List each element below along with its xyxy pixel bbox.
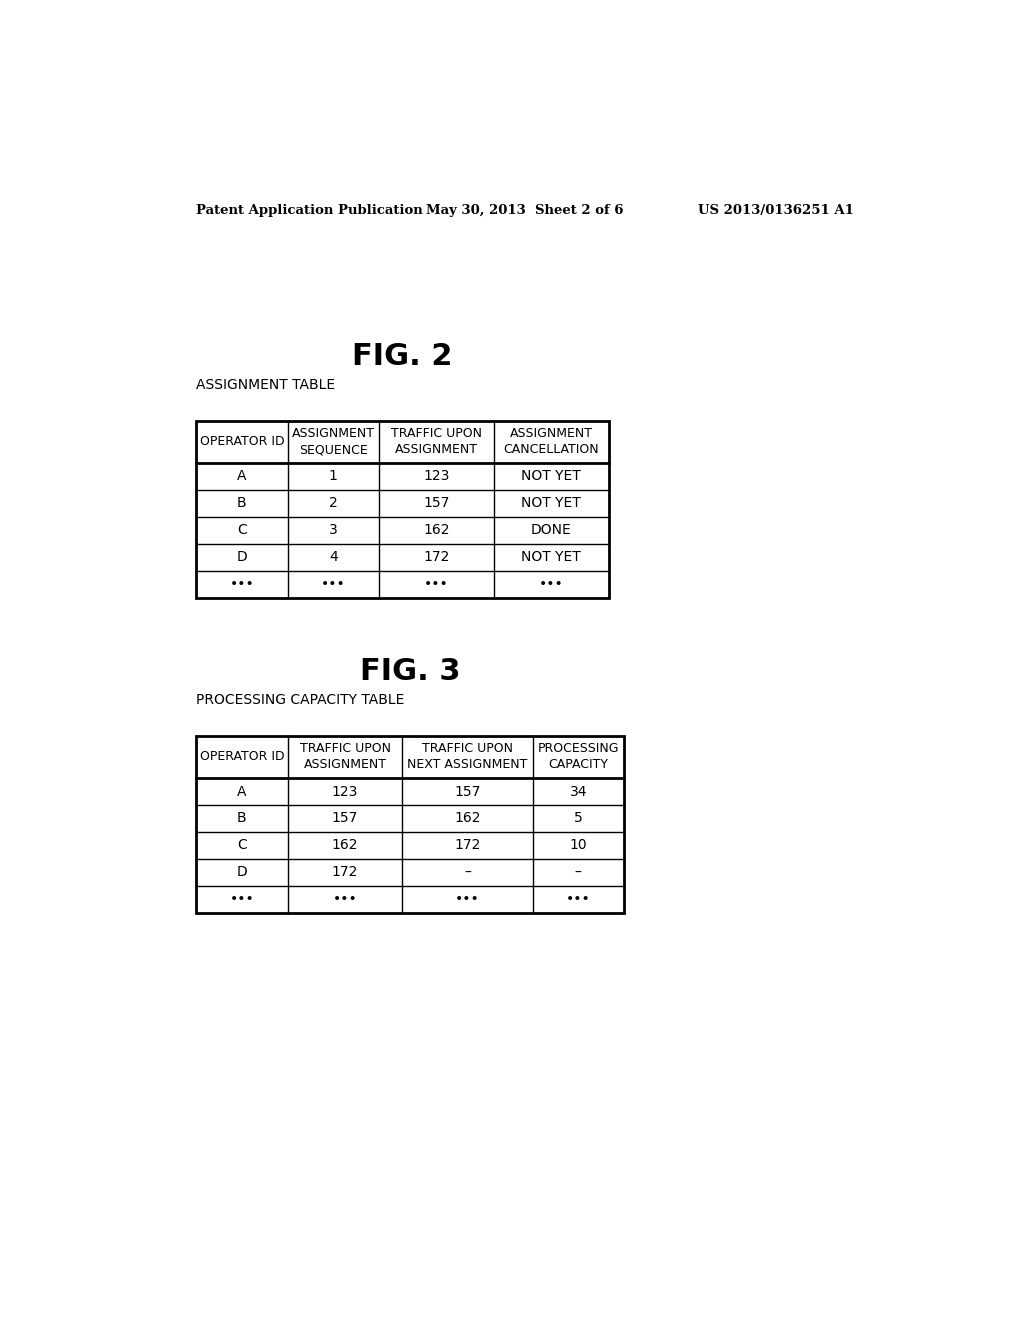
Text: A: A — [238, 784, 247, 799]
Bar — [197, 421, 608, 598]
Text: NOT YET: NOT YET — [521, 550, 581, 565]
Text: 5: 5 — [573, 812, 583, 825]
Text: 2: 2 — [329, 496, 338, 511]
Text: •••: ••• — [566, 892, 591, 907]
Text: Patent Application Publication: Patent Application Publication — [197, 205, 423, 218]
Text: OPERATOR ID: OPERATOR ID — [200, 436, 285, 449]
Text: •••: ••• — [333, 892, 357, 907]
Text: 157: 157 — [423, 496, 450, 511]
Text: 162: 162 — [423, 523, 450, 537]
Text: US 2013/0136251 A1: US 2013/0136251 A1 — [697, 205, 853, 218]
Text: 172: 172 — [332, 866, 358, 879]
Text: 1: 1 — [329, 470, 338, 483]
Text: –: – — [464, 866, 471, 879]
Text: 157: 157 — [455, 784, 480, 799]
Text: •••: ••• — [321, 577, 346, 591]
Text: TRAFFIC UPON
ASSIGNMENT: TRAFFIC UPON ASSIGNMENT — [299, 742, 390, 771]
Text: ASSIGNMENT
SEQUENCE: ASSIGNMENT SEQUENCE — [292, 428, 375, 457]
Text: 162: 162 — [332, 838, 358, 853]
Text: 172: 172 — [423, 550, 450, 565]
Text: 123: 123 — [332, 784, 358, 799]
Bar — [197, 735, 624, 913]
Text: ASSIGNMENT
CANCELLATION: ASSIGNMENT CANCELLATION — [504, 428, 599, 457]
Text: DONE: DONE — [530, 523, 571, 537]
Text: 4: 4 — [329, 550, 338, 565]
Text: 123: 123 — [423, 470, 450, 483]
Text: May 30, 2013  Sheet 2 of 6: May 30, 2013 Sheet 2 of 6 — [426, 205, 624, 218]
Text: –: – — [574, 866, 582, 879]
Text: 3: 3 — [329, 523, 338, 537]
Text: PROCESSING
CAPACITY: PROCESSING CAPACITY — [538, 742, 620, 771]
Text: 157: 157 — [332, 812, 358, 825]
Text: 10: 10 — [569, 838, 587, 853]
Text: TRAFFIC UPON
ASSIGNMENT: TRAFFIC UPON ASSIGNMENT — [391, 428, 482, 457]
Text: C: C — [237, 838, 247, 853]
Text: 172: 172 — [455, 838, 480, 853]
Text: NOT YET: NOT YET — [521, 470, 581, 483]
Text: •••: ••• — [229, 892, 254, 907]
Text: C: C — [237, 523, 247, 537]
Text: •••: ••• — [455, 892, 480, 907]
Text: NOT YET: NOT YET — [521, 496, 581, 511]
Text: ASSIGNMENT TABLE: ASSIGNMENT TABLE — [197, 378, 335, 392]
Text: FIG. 3: FIG. 3 — [359, 657, 461, 686]
Text: •••: ••• — [229, 577, 254, 591]
Text: OPERATOR ID: OPERATOR ID — [200, 750, 285, 763]
Text: B: B — [238, 496, 247, 511]
Text: D: D — [237, 866, 248, 879]
Text: •••: ••• — [424, 577, 449, 591]
Text: D: D — [237, 550, 248, 565]
Text: 34: 34 — [569, 784, 587, 799]
Text: •••: ••• — [539, 577, 563, 591]
Text: B: B — [238, 812, 247, 825]
Text: 162: 162 — [455, 812, 480, 825]
Text: PROCESSING CAPACITY TABLE: PROCESSING CAPACITY TABLE — [197, 693, 404, 708]
Text: TRAFFIC UPON
NEXT ASSIGNMENT: TRAFFIC UPON NEXT ASSIGNMENT — [408, 742, 527, 771]
Text: FIG. 2: FIG. 2 — [352, 342, 453, 371]
Text: A: A — [238, 470, 247, 483]
